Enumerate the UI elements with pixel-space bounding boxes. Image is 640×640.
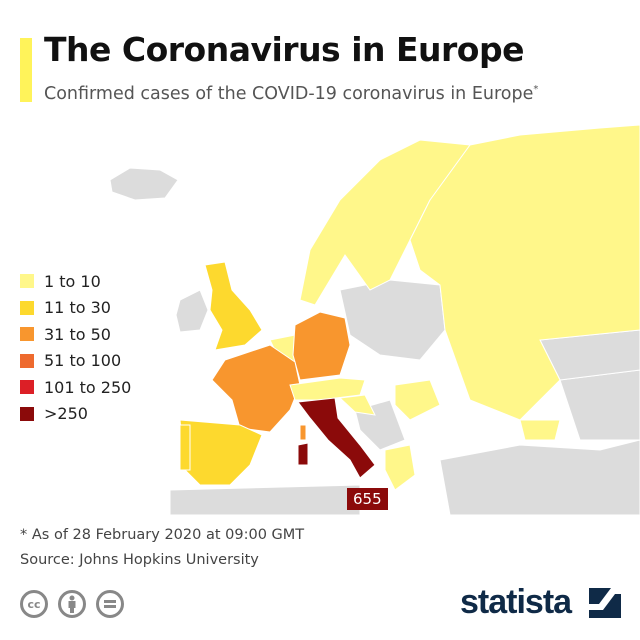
germany [292,311,351,381]
legend-item: >250 [20,401,131,428]
legend-label: 51 to 100 [44,351,122,371]
legend-item: 11 to 30 [20,295,131,322]
legend-swatch [20,353,34,368]
legend-item: 31 to 50 [20,321,131,348]
cc-icon-text: cc [27,597,41,611]
ireland [175,289,209,333]
middle-east [559,369,640,441]
europe-map [109,124,640,515]
iceland [109,167,179,201]
turkey-caucasus [439,439,640,515]
legend-label: 101 to 250 [44,377,132,397]
statista-logo-mark-icon [589,588,621,618]
attribution-icon[interactable] [58,590,86,618]
subtitle-text: Confirmed cases of the COVID-19 coronavi… [44,84,534,104]
georgia [519,419,561,441]
legend-item: 51 to 100 [20,348,131,375]
legend-swatch [20,406,34,421]
subtitle-footnote-marker: * [533,84,539,96]
portugal [179,424,191,471]
legend-swatch [20,380,34,395]
legend-swatch [20,300,34,315]
finland-russia [409,124,640,421]
page-title: The Coronavirus in Europe [44,30,524,69]
cc-icon[interactable]: cc [20,590,48,618]
legend-label: >250 [44,404,88,424]
legend-swatch [20,327,34,342]
north-africa [169,484,361,515]
no-derivatives-icon[interactable] [96,590,124,618]
legend-label: 11 to 30 [44,298,111,318]
switzerland-austria [289,377,366,401]
uk [204,261,263,351]
legend-item: 1 to 10 [20,268,131,295]
corsica [299,424,307,441]
france [211,344,301,433]
greece [384,444,416,491]
statista-logo[interactable]: statista [460,583,572,621]
legend: 1 to 10 11 to 30 31 to 50 51 to 100 101 … [20,268,131,427]
legend-swatch [20,274,34,289]
source-note: Source: Johns Hopkins University [20,552,259,568]
italy-case-callout: 655 [347,488,388,510]
legend-label: 31 to 50 [44,324,111,344]
spain [179,419,263,486]
romania [394,379,441,421]
page-subtitle: Confirmed cases of the COVID-19 coronavi… [44,84,538,104]
croatia [338,394,376,416]
title-accent-bar [20,38,32,102]
italy [297,397,376,479]
eastern-europe-grey [339,279,446,361]
sardinia [297,442,309,466]
footnote: * As of 28 February 2020 at 09:00 GMT [20,527,305,543]
legend-label: 1 to 10 [44,271,101,291]
legend-item: 101 to 250 [20,374,131,401]
